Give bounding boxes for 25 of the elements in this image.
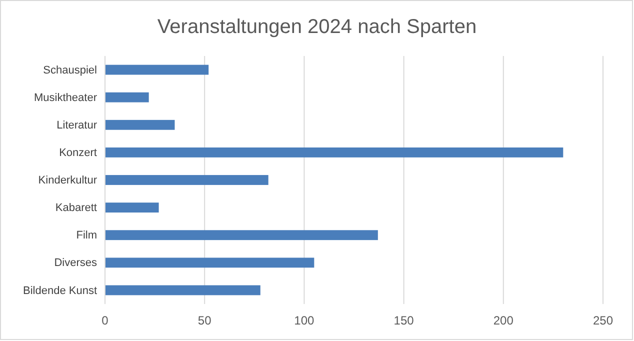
bar <box>105 202 159 213</box>
bar <box>105 258 314 268</box>
y-tick-label: Diverses <box>54 257 98 270</box>
bar <box>105 64 209 75</box>
x-tick-label: 0 <box>102 314 109 328</box>
chart-title: Veranstaltungen 2024 nach Sparten <box>157 16 477 38</box>
x-tick-label: 200 <box>493 314 514 328</box>
bar <box>105 175 268 185</box>
bar <box>105 147 564 158</box>
bar <box>105 120 175 130</box>
y-tick-label: Kabarett <box>55 202 97 214</box>
bar <box>105 230 378 240</box>
y-tick-label: Film <box>76 230 97 242</box>
x-tick-label: 150 <box>394 314 414 328</box>
x-tick-label: 100 <box>294 314 315 328</box>
x-tick-label: 250 <box>592 314 614 328</box>
y-tick-label: Kinderkultur <box>38 174 98 187</box>
x-tick-label: 50 <box>198 314 212 328</box>
y-tick-label: Literatur <box>56 119 98 132</box>
bar <box>105 285 260 296</box>
bar <box>105 92 149 102</box>
y-tick-label: Schauspiel <box>43 64 97 76</box>
y-tick-label: Konzert <box>59 146 97 159</box>
y-tick-label: Bildende Kunst <box>23 284 97 297</box>
y-tick-label: Musiktheater <box>34 92 98 104</box>
